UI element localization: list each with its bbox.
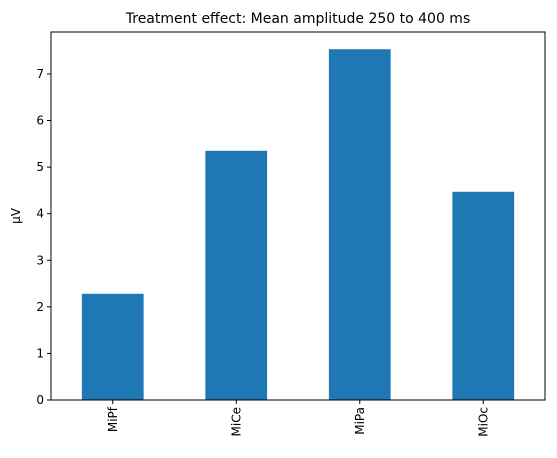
y-axis-label: μV bbox=[9, 207, 23, 224]
x-tick-label: MiOc bbox=[476, 407, 490, 437]
x-ticks-group: MiPf MiCe MiPa MiOc bbox=[106, 400, 490, 437]
x-tick-label: MiPa bbox=[353, 407, 367, 435]
plot-frame bbox=[50, 31, 546, 401]
y-tick-label: 5 bbox=[36, 160, 44, 174]
y-tick-label: 4 bbox=[36, 207, 44, 221]
y-tick-label: 0 bbox=[36, 393, 44, 407]
bars-group bbox=[81, 49, 515, 400]
bar-mioc bbox=[452, 191, 515, 400]
bar-mipf bbox=[81, 293, 144, 400]
y-tick-label: 7 bbox=[36, 67, 44, 81]
bar-mipa bbox=[328, 49, 391, 400]
y-tick-label: 3 bbox=[36, 253, 44, 267]
x-tick-label: MiPf bbox=[106, 406, 120, 432]
x-tick-label: MiCe bbox=[229, 407, 243, 436]
y-tick-label: 6 bbox=[36, 114, 44, 128]
bar-mice bbox=[205, 150, 268, 400]
chart-title: Treatment effect: Mean amplitude 250 to … bbox=[125, 11, 470, 27]
y-tick-label: 1 bbox=[36, 346, 44, 360]
y-ticks-group: 0 1 2 3 4 5 6 7 bbox=[36, 67, 51, 407]
y-tick-label: 2 bbox=[36, 300, 44, 314]
